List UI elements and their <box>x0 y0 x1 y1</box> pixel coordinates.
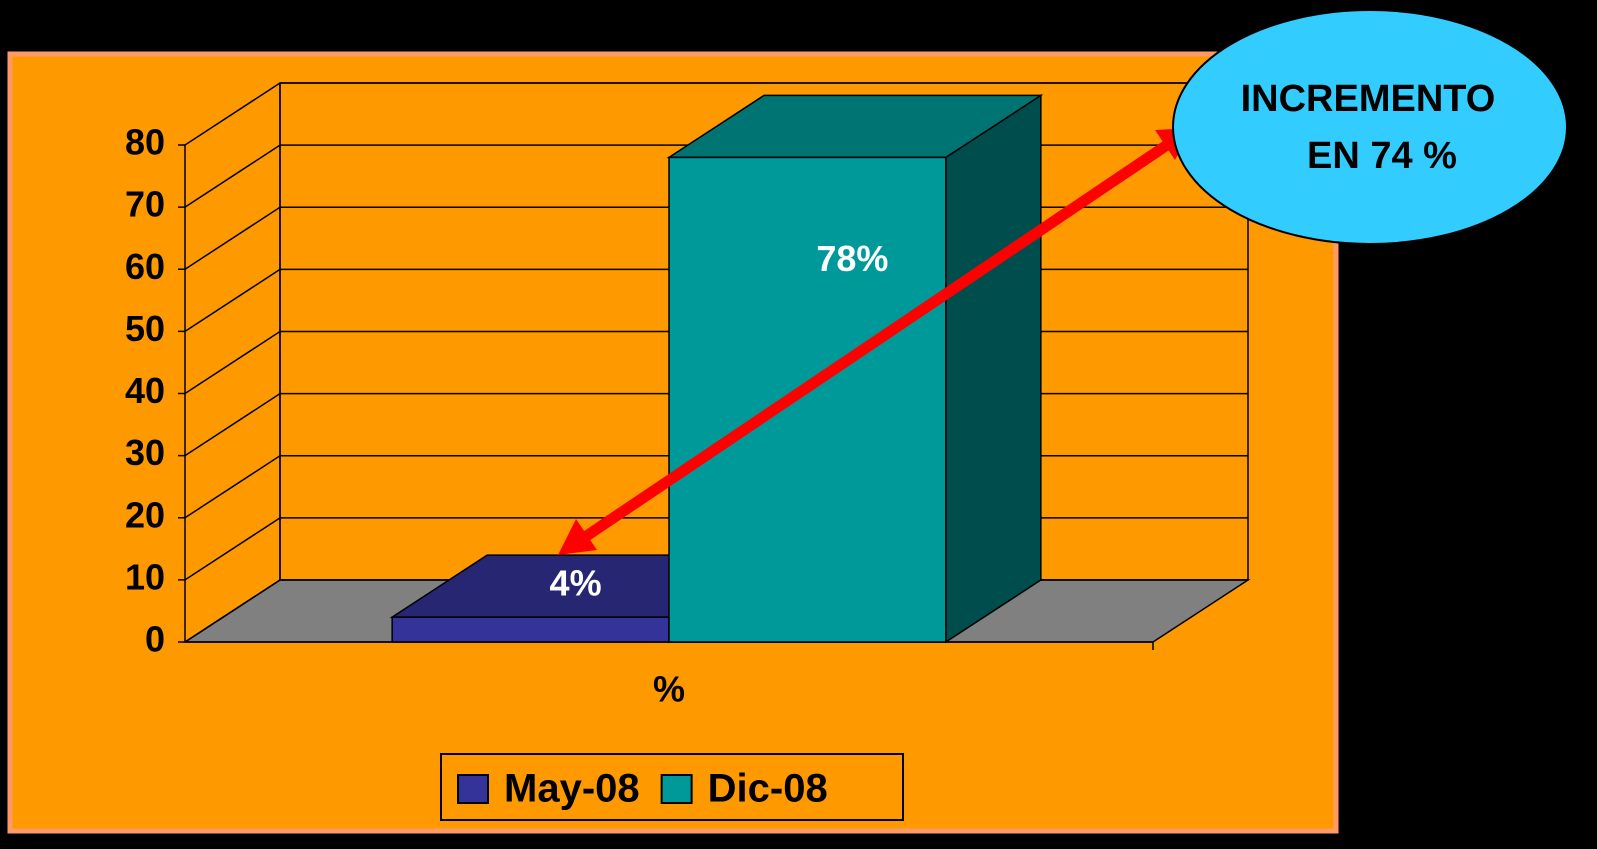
legend-label: May-08 <box>504 767 640 811</box>
grid-line <box>184 517 281 581</box>
y-tick-label: 10 <box>125 556 165 597</box>
legend-marker <box>457 774 489 804</box>
annotation: INCREMENTO <box>1241 78 1496 120</box>
y-tick-label: 0 <box>145 619 165 660</box>
legend-items: May-08 Dic-08 <box>457 767 828 811</box>
data-label: 4% <box>550 563 602 604</box>
grid-line <box>184 206 281 270</box>
arrow-line <box>581 138 1174 542</box>
y-tick-label: 60 <box>125 246 165 287</box>
y-tick-label: 80 <box>125 122 165 163</box>
y-tick-label: 30 <box>125 432 165 473</box>
bar-front <box>668 156 947 643</box>
bar-side <box>945 94 1042 644</box>
y-tick-label: 40 <box>125 370 165 411</box>
annotation: EN 74 % <box>1307 135 1457 177</box>
data-label: 78% <box>816 238 888 279</box>
grid-line <box>184 455 281 519</box>
grid-line <box>184 579 281 643</box>
y-tick-label: 70 <box>125 184 165 225</box>
annotation-bubble <box>1172 9 1568 245</box>
legend-marker <box>660 774 693 804</box>
arrow-head <box>558 519 597 555</box>
grid-line <box>184 268 281 333</box>
grid-line <box>184 82 281 146</box>
y-tick-label: 20 <box>125 494 165 535</box>
y-tick-label: 50 <box>125 308 165 349</box>
plot-area: 0 10 20 30 40 50 60 70 80% 4% 78% <box>125 82 1251 710</box>
bar <box>666 94 1044 644</box>
grid-line <box>184 392 281 457</box>
bar-front <box>391 616 670 643</box>
grid-line <box>184 330 281 395</box>
legend-label: Dic-08 <box>708 767 828 811</box>
x-tick-label: % <box>653 669 685 710</box>
grid-line <box>184 144 281 208</box>
